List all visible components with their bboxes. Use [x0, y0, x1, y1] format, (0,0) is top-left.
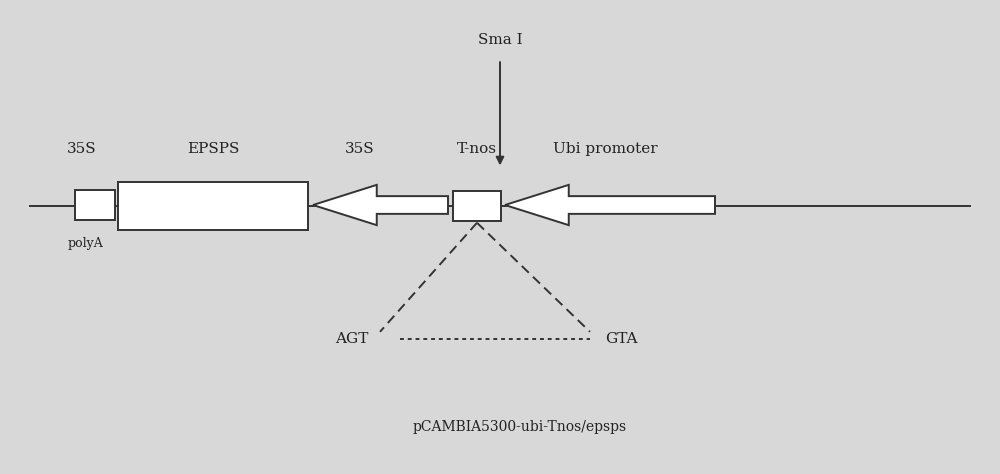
Text: AGT: AGT: [335, 332, 368, 346]
Text: GTA: GTA: [605, 332, 638, 346]
Bar: [118, 182, 308, 230]
Bar: [75, 190, 115, 220]
Text: Sma I: Sma I: [478, 33, 522, 47]
Polygon shape: [313, 185, 448, 225]
Text: Ubi promoter: Ubi promoter: [553, 142, 657, 156]
Text: 35S: 35S: [345, 142, 375, 156]
Bar: [453, 191, 501, 221]
Text: EPSPS: EPSPS: [187, 142, 239, 156]
Text: pCAMBIA5300-ubi-Tnos/epsps: pCAMBIA5300-ubi-Tnos/epsps: [413, 419, 627, 434]
Text: polyA: polyA: [68, 237, 104, 250]
Polygon shape: [505, 185, 715, 225]
Text: 35S: 35S: [67, 142, 97, 156]
Text: T-nos: T-nos: [457, 142, 497, 156]
